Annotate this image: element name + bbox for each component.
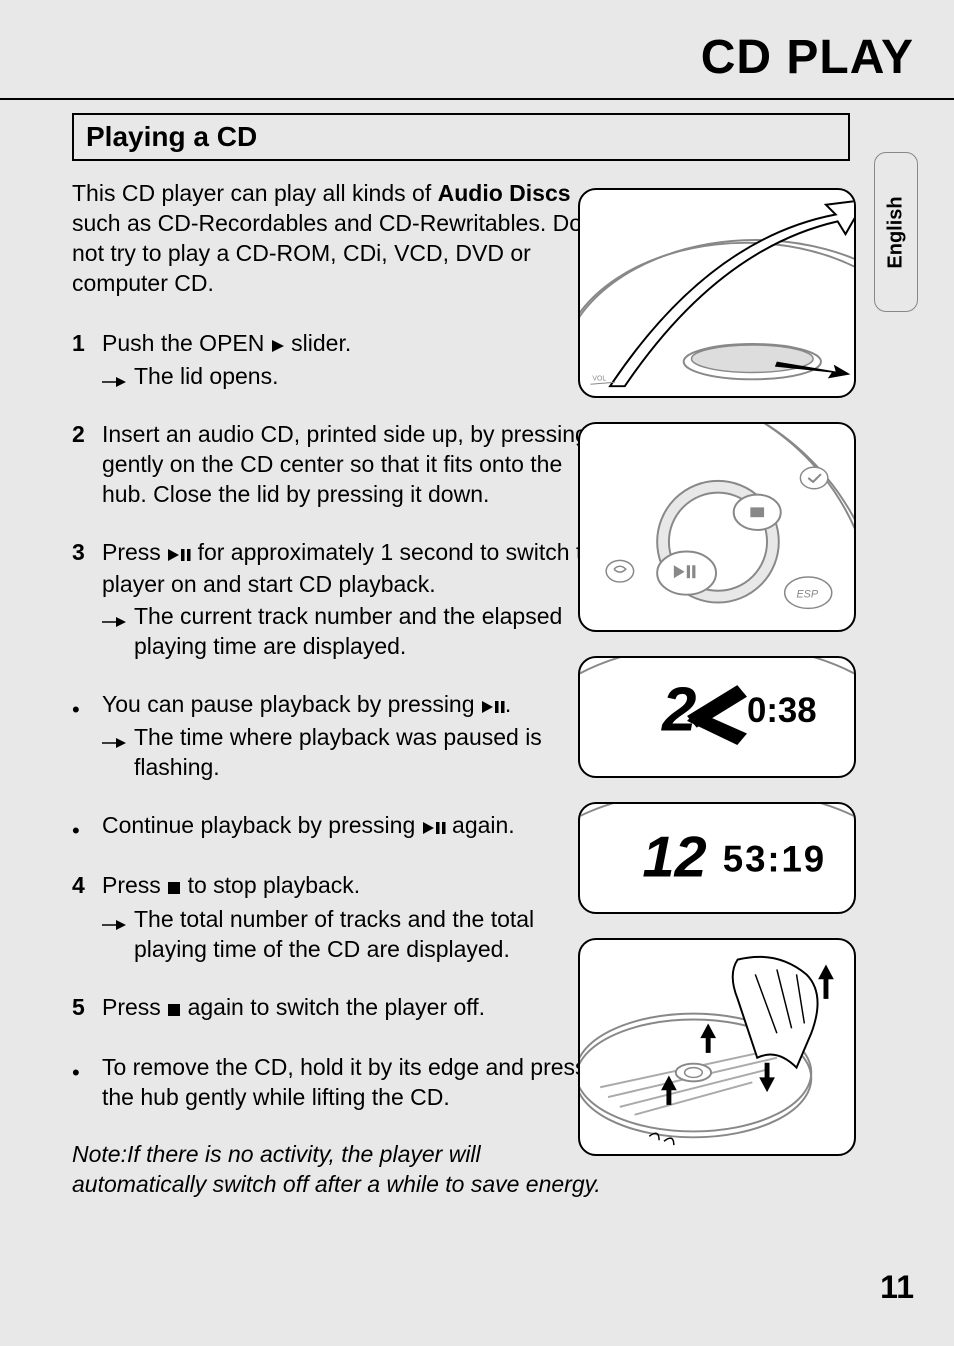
play-pause-icon bbox=[481, 692, 505, 722]
title-rule bbox=[0, 98, 954, 100]
figure-controls: ESP bbox=[578, 422, 856, 632]
step-text-post: again. bbox=[446, 812, 515, 838]
step-pause: • You can pause playback by pressing . T… bbox=[72, 690, 612, 784]
intro-paragraph: This CD player can play all kinds of Aud… bbox=[72, 179, 592, 299]
step-text-post: slider. bbox=[285, 330, 351, 356]
svg-text:ESP: ESP bbox=[796, 589, 818, 601]
step-sub-text: The current track number and the elapsed… bbox=[134, 603, 562, 659]
step-2: 2 Insert an audio CD, printed side up, b… bbox=[72, 420, 612, 510]
step-4: 4 Press to stop playback. The total numb… bbox=[72, 871, 612, 965]
svg-text:2: 2 bbox=[661, 676, 696, 745]
step-text-pre: Press bbox=[102, 994, 167, 1020]
figure-remove-cd bbox=[578, 938, 856, 1156]
note: Note: If there is no activity, the playe… bbox=[72, 1140, 612, 1200]
bullet-icon: • bbox=[72, 696, 80, 725]
step-text-pre: Push the OPEN bbox=[102, 330, 271, 356]
step-text-post: to stop playback. bbox=[181, 872, 360, 898]
play-pause-icon bbox=[422, 813, 446, 843]
page-number: 11 bbox=[880, 1269, 914, 1306]
result-arrow-icon bbox=[102, 909, 126, 939]
figure-open-lid: VOL bbox=[578, 188, 856, 398]
step-number: 2 bbox=[72, 420, 85, 450]
step-5: 5 Press again to switch the player off. bbox=[72, 993, 612, 1025]
step-1: 1 Push the OPEN slider. The lid opens. bbox=[72, 329, 612, 393]
bullet-icon: • bbox=[72, 1059, 80, 1088]
note-label: Note: bbox=[72, 1140, 127, 1170]
step-text-pre: You can pause playback by pressing bbox=[102, 691, 481, 717]
result-arrow-icon bbox=[102, 366, 126, 396]
step-sub: The time where playback was paused is fl… bbox=[102, 723, 612, 783]
step-continue: • Continue playback by pressing again. bbox=[72, 811, 612, 843]
bullet-icon: • bbox=[72, 817, 80, 846]
step-sub-text: The total number of tracks and the total… bbox=[134, 906, 534, 962]
play-right-icon bbox=[271, 331, 285, 361]
step-number: 1 bbox=[72, 329, 85, 359]
intro-bold: Audio Discs bbox=[438, 180, 571, 206]
page-title: CD PLAY bbox=[40, 30, 914, 85]
svg-text:12: 12 bbox=[642, 825, 706, 889]
step-text-post: . bbox=[505, 691, 511, 717]
language-label: English bbox=[885, 196, 908, 268]
result-arrow-icon bbox=[102, 727, 126, 757]
step-sub-text: The lid opens. bbox=[134, 363, 278, 389]
step-3: 3 Press for approximately 1 second to sw… bbox=[72, 538, 612, 662]
step-sub: The current track number and the elapsed… bbox=[102, 602, 612, 662]
step-text-pre: Press bbox=[102, 872, 167, 898]
step-sub: The total number of tracks and the total… bbox=[102, 905, 612, 965]
step-number: 5 bbox=[72, 993, 85, 1023]
figure-display-playing: 2 0:38 bbox=[578, 656, 856, 778]
svg-text:0:38: 0:38 bbox=[747, 691, 817, 730]
note-text: If there is no activity, the player will… bbox=[72, 1141, 601, 1197]
section-header: Playing a CD bbox=[72, 113, 850, 161]
figure-display-total: 12 53:19 bbox=[578, 802, 856, 914]
step-sub-text: The time where playback was paused is fl… bbox=[134, 724, 542, 780]
step-sub: The lid opens. bbox=[102, 362, 612, 392]
step-number: 3 bbox=[72, 538, 85, 568]
step-text-pre: Press bbox=[102, 539, 167, 565]
result-arrow-icon bbox=[102, 606, 126, 636]
step-text-post: again to switch the player off. bbox=[181, 994, 485, 1020]
play-pause-icon bbox=[167, 540, 191, 570]
intro-post: such as CD-Recordables and CD-Rewritable… bbox=[72, 210, 582, 296]
svg-text:VOL: VOL bbox=[592, 375, 606, 382]
intro-pre: This CD player can play all kinds of bbox=[72, 180, 438, 206]
step-text: Insert an audio CD, printed side up, by … bbox=[102, 421, 588, 507]
language-tab: English bbox=[874, 152, 918, 312]
svg-text:53:19: 53:19 bbox=[723, 839, 826, 880]
step-text: To remove the CD, hold it by its edge an… bbox=[102, 1054, 587, 1110]
stop-icon bbox=[167, 995, 181, 1025]
steps-list: 1 Push the OPEN slider. The lid opens. 2… bbox=[72, 329, 612, 1113]
stop-icon bbox=[167, 873, 181, 903]
step-remove: • To remove the CD, hold it by its edge … bbox=[72, 1053, 612, 1113]
step-number: 4 bbox=[72, 871, 85, 901]
step-text-pre: Continue playback by pressing bbox=[102, 812, 422, 838]
